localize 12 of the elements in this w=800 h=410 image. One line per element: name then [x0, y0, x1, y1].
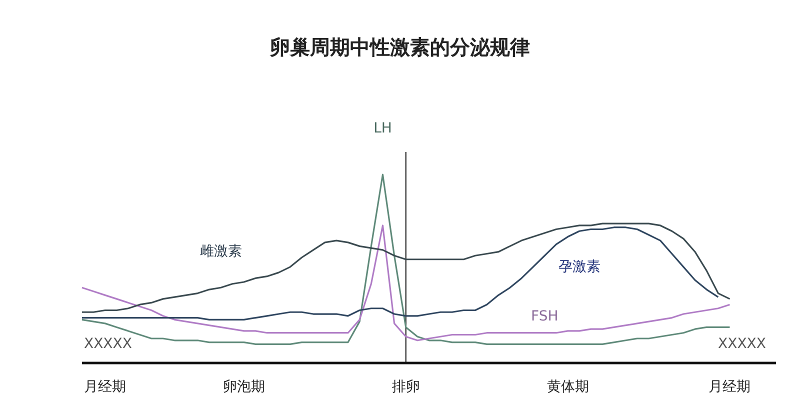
x-tick-label: 月经期	[84, 378, 126, 395]
annotation: XXXXX	[718, 336, 766, 352]
x-tick-label: 卵泡期	[222, 378, 265, 395]
x-tick-label: 月经期	[708, 378, 751, 395]
series-label: FSH	[531, 308, 558, 325]
series-label: 孕激素	[558, 258, 600, 275]
text: LH	[374, 120, 392, 136]
annotation: XXXXX	[84, 336, 132, 352]
x-tick-label: 黄体期	[546, 378, 589, 395]
x-tick-label: 排卵	[392, 378, 420, 395]
series-label: 雌激素	[200, 243, 242, 260]
chart-title: 卵巢周期中性激素的分泌规律	[268, 34, 531, 61]
